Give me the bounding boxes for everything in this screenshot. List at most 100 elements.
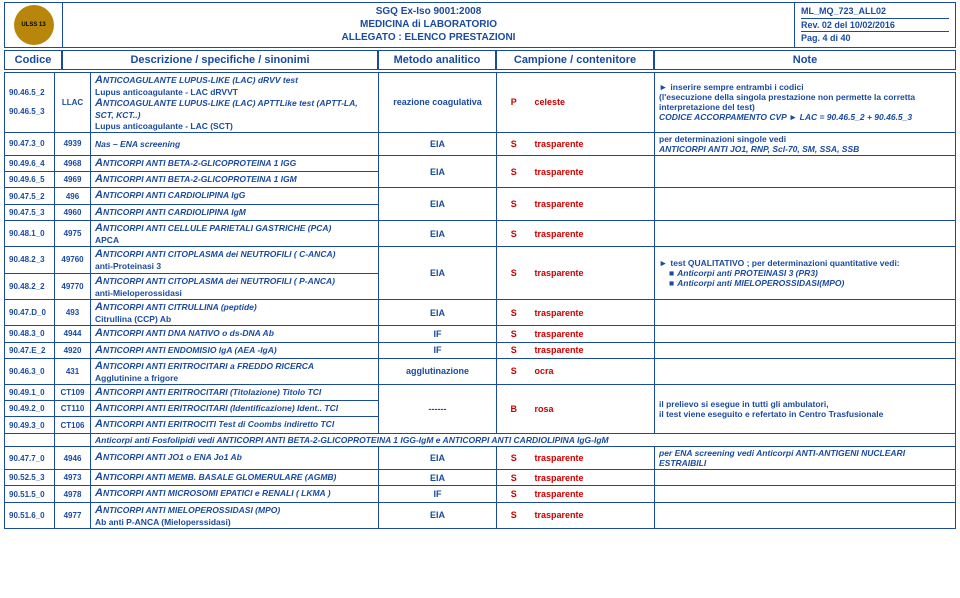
table-row: 90.47.5_2 496 ANTICORPI ANTI CARDIOLIPIN… bbox=[5, 188, 956, 204]
camp-letter: S bbox=[497, 156, 531, 188]
desc: ANTICORPI ANTI BETA-2-GLICOPROTEINA 1 IG… bbox=[91, 172, 379, 188]
title-line-1: SGQ Ex-Iso 9001:2008 bbox=[65, 5, 792, 18]
table-row: 90.49.6_4 4968 ANTICORPI ANTI BETA-2-GLI… bbox=[5, 156, 956, 172]
code2: 4946 bbox=[55, 446, 91, 469]
metodo: EIA bbox=[379, 247, 497, 300]
table-row: 90.48.3_0 4944 ANTICORPI ANTI DNA NATIVO… bbox=[5, 326, 956, 342]
note-text: test QUALITATIVO ; per determinazioni qu… bbox=[670, 258, 899, 268]
table-row: 90.48.2_3 49760 ANTICORPI ANTI CITOPLASM… bbox=[5, 247, 956, 273]
camp-cont: trasparente bbox=[531, 156, 655, 188]
note: test QUALITATIVO ; per determinazioni qu… bbox=[655, 247, 956, 300]
desc-text: NTICORPI ANTI BETA-2-GLICOPROTEINA 1 IGM bbox=[103, 174, 297, 184]
camp-letter: S bbox=[497, 446, 531, 469]
metodo: EIA bbox=[379, 299, 497, 325]
note-text: (l'esecuzione della singola prestazione … bbox=[659, 92, 951, 112]
table-row: Anticorpi anti Fosfolipidi vedi ANTICORP… bbox=[5, 433, 956, 446]
desc-text: NTICORPI ANTI CITRULLINA (peptide) bbox=[103, 302, 257, 312]
desc-text: NTICOAGULANTE LUPUS-LIKE (LAC) dRVV test bbox=[103, 75, 298, 85]
camp-letter: S bbox=[497, 326, 531, 342]
code2: 4977 bbox=[55, 502, 91, 528]
code1: 90.46.3_0 bbox=[5, 358, 55, 384]
code2 bbox=[55, 433, 91, 446]
desc: ANTICORPI ANTI ERITROCITI Test di Coombs… bbox=[91, 417, 379, 433]
metodo: EIA bbox=[379, 470, 497, 486]
camp-letter: B bbox=[497, 385, 531, 434]
code1: 90.48.2_3 bbox=[5, 247, 55, 273]
camp-letter: S bbox=[497, 342, 531, 358]
meta-cell: ML_MQ_723_ALL02 Rev. 02 del 10/02/2016 P… bbox=[795, 3, 955, 47]
code1: 90.52.5_3 bbox=[5, 470, 55, 486]
note-text: Anticorpi anti MIELOPEROSSIDASI(MPO) bbox=[677, 278, 844, 288]
desc-text: NTICORPI ANTI CITOPLASMA dei NEUTROFILI … bbox=[103, 276, 335, 286]
doc-page: Pag. 4 di 40 bbox=[801, 31, 949, 45]
table-row: 90.51.5_0 4978 ANTICORPI ANTI MICROSOMI … bbox=[5, 486, 956, 502]
camp-letter: S bbox=[497, 132, 531, 155]
note-text: inserire sempre entrambi i codici bbox=[659, 82, 951, 92]
note bbox=[655, 502, 956, 528]
metodo: EIA bbox=[379, 502, 497, 528]
code2: 496 bbox=[55, 188, 91, 204]
doc-code: ML_MQ_723_ALL02 bbox=[801, 5, 949, 18]
desc: ANTICORPI ANTI CITOPLASMA dei NEUTROFILI… bbox=[91, 273, 379, 299]
camp-cont: ocra bbox=[531, 358, 655, 384]
metodo: IF bbox=[379, 342, 497, 358]
desc-text: NTICORPI ANTI ERITROCITI Test di Coombs … bbox=[103, 419, 334, 429]
note bbox=[655, 220, 956, 246]
desc-text: NTICORPI ANTI ENDOMISIO IgA (AEA -IgA) bbox=[103, 345, 277, 355]
desc-text: NTICOAGULANTE LUPUS-LIKE (LAC) APTTLike … bbox=[95, 98, 358, 120]
col-metodo: Metodo analitico bbox=[378, 50, 496, 70]
note bbox=[655, 188, 956, 220]
desc: ANTICORPI ANTI ERITROCITARI (Titolazione… bbox=[91, 385, 379, 401]
table-row: 90.48.1_0 4975 ANTICORPI ANTI CELLULE PA… bbox=[5, 220, 956, 246]
column-header: Codice Descrizione / specifiche / sinoni… bbox=[4, 50, 956, 70]
desc-text: anti-Mieloperossidasi bbox=[95, 288, 374, 298]
note bbox=[655, 156, 956, 188]
desc: ANTICORPI ANTI CARDIOLIPINA IgG bbox=[91, 188, 379, 204]
code-text: 90.46.5_2 bbox=[9, 88, 50, 97]
code1 bbox=[5, 433, 55, 446]
desc-text: NTICORPI ANTI ERITROCITARI (Identificazi… bbox=[103, 403, 338, 413]
desc-text: NTICORPI ANTI MEMB. BASALE GLOMERULARE (… bbox=[103, 472, 336, 482]
code2: 431 bbox=[55, 358, 91, 384]
desc: ANTICORPI ANTI ENDOMISIO IgA (AEA -IgA) bbox=[91, 342, 379, 358]
table-row: 90.47.E_2 4920 ANTICORPI ANTI ENDOMISIO … bbox=[5, 342, 956, 358]
code2: 4968 bbox=[55, 156, 91, 172]
code1: 90.49.2_0 bbox=[5, 401, 55, 417]
code1: 90.48.2_2 bbox=[5, 273, 55, 299]
note-text: il prelievo si esegue in tutti gli ambul… bbox=[659, 399, 951, 409]
col-campione: Campione / contenitore bbox=[496, 50, 654, 70]
note-text: il test viene eseguito e refertato in Ce… bbox=[659, 409, 951, 419]
desc: ANTICORPI ANTI ERITROCITARI (Identificaz… bbox=[91, 401, 379, 417]
note: per determinazioni singole vedi ANTICORP… bbox=[655, 132, 956, 155]
metodo: EIA bbox=[379, 446, 497, 469]
code2: CT110 bbox=[55, 401, 91, 417]
note-text: Anticorpi anti PROTEINASI 3 (PR3) bbox=[677, 268, 818, 278]
camp-cont: trasparente bbox=[531, 132, 655, 155]
note: inserire sempre entrambi i codici (l'ese… bbox=[655, 72, 956, 132]
code1: 90.49.3_0 bbox=[5, 417, 55, 433]
logo-cell: ULSS 13 bbox=[5, 3, 63, 47]
code1: 90.47.3_0 bbox=[5, 132, 55, 155]
desc: Nas – ENA screening bbox=[91, 132, 379, 155]
desc-text: Ab anti P-ANCA (Mieloperssidasi) bbox=[95, 517, 374, 527]
code1: 90.47.E_2 bbox=[5, 342, 55, 358]
desc: ANTICOAGULANTE LUPUS-LIKE (LAC) dRVV tes… bbox=[91, 72, 379, 132]
camp-letter: S bbox=[497, 358, 531, 384]
desc-text: NTICORPI ANTI ERITROCITARI a FREDDO RICE… bbox=[103, 361, 314, 371]
camp-letter: S bbox=[497, 502, 531, 528]
camp-cont: trasparente bbox=[531, 446, 655, 469]
metodo: EIA bbox=[379, 220, 497, 246]
main-table: 90.46.5_2 90.46.5_3 LLAC ANTICOAGULANTE … bbox=[4, 72, 956, 529]
metodo: ------ bbox=[379, 385, 497, 434]
camp-letter: S bbox=[497, 220, 531, 246]
code2: 49760 bbox=[55, 247, 91, 273]
desc: ANTICORPI ANTI CITOPLASMA dei NEUTROFILI… bbox=[91, 247, 379, 273]
camp-cont: celeste bbox=[531, 72, 655, 132]
camp-letter: S bbox=[497, 299, 531, 325]
note-text: per determinazioni singole vedi bbox=[659, 134, 951, 144]
camp-letter: P bbox=[497, 72, 531, 132]
camp-cont: rosa bbox=[531, 385, 655, 434]
desc-text: NTICORPI ANTI BETA-2-GLICOPROTEINA 1 IGG bbox=[103, 158, 296, 168]
desc-text: NTICORPI ANTI JO1 o ENA Jo1 Ab bbox=[103, 452, 242, 462]
desc: ANTICORPI ANTI DNA NATIVO o ds-DNA Ab bbox=[91, 326, 379, 342]
